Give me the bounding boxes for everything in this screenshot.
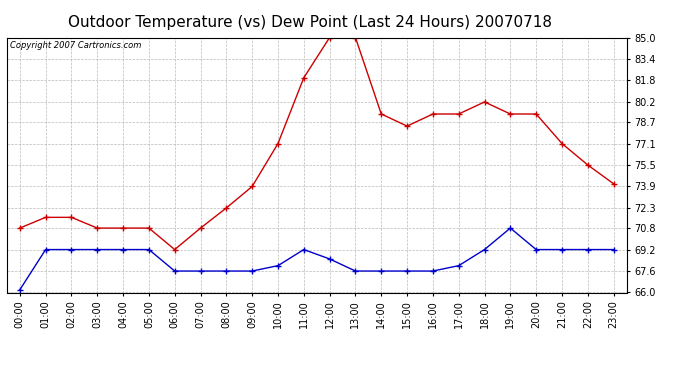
Text: Outdoor Temperature (vs) Dew Point (Last 24 Hours) 20070718: Outdoor Temperature (vs) Dew Point (Last… (68, 15, 553, 30)
Text: Copyright 2007 Cartronics.com: Copyright 2007 Cartronics.com (10, 41, 141, 50)
